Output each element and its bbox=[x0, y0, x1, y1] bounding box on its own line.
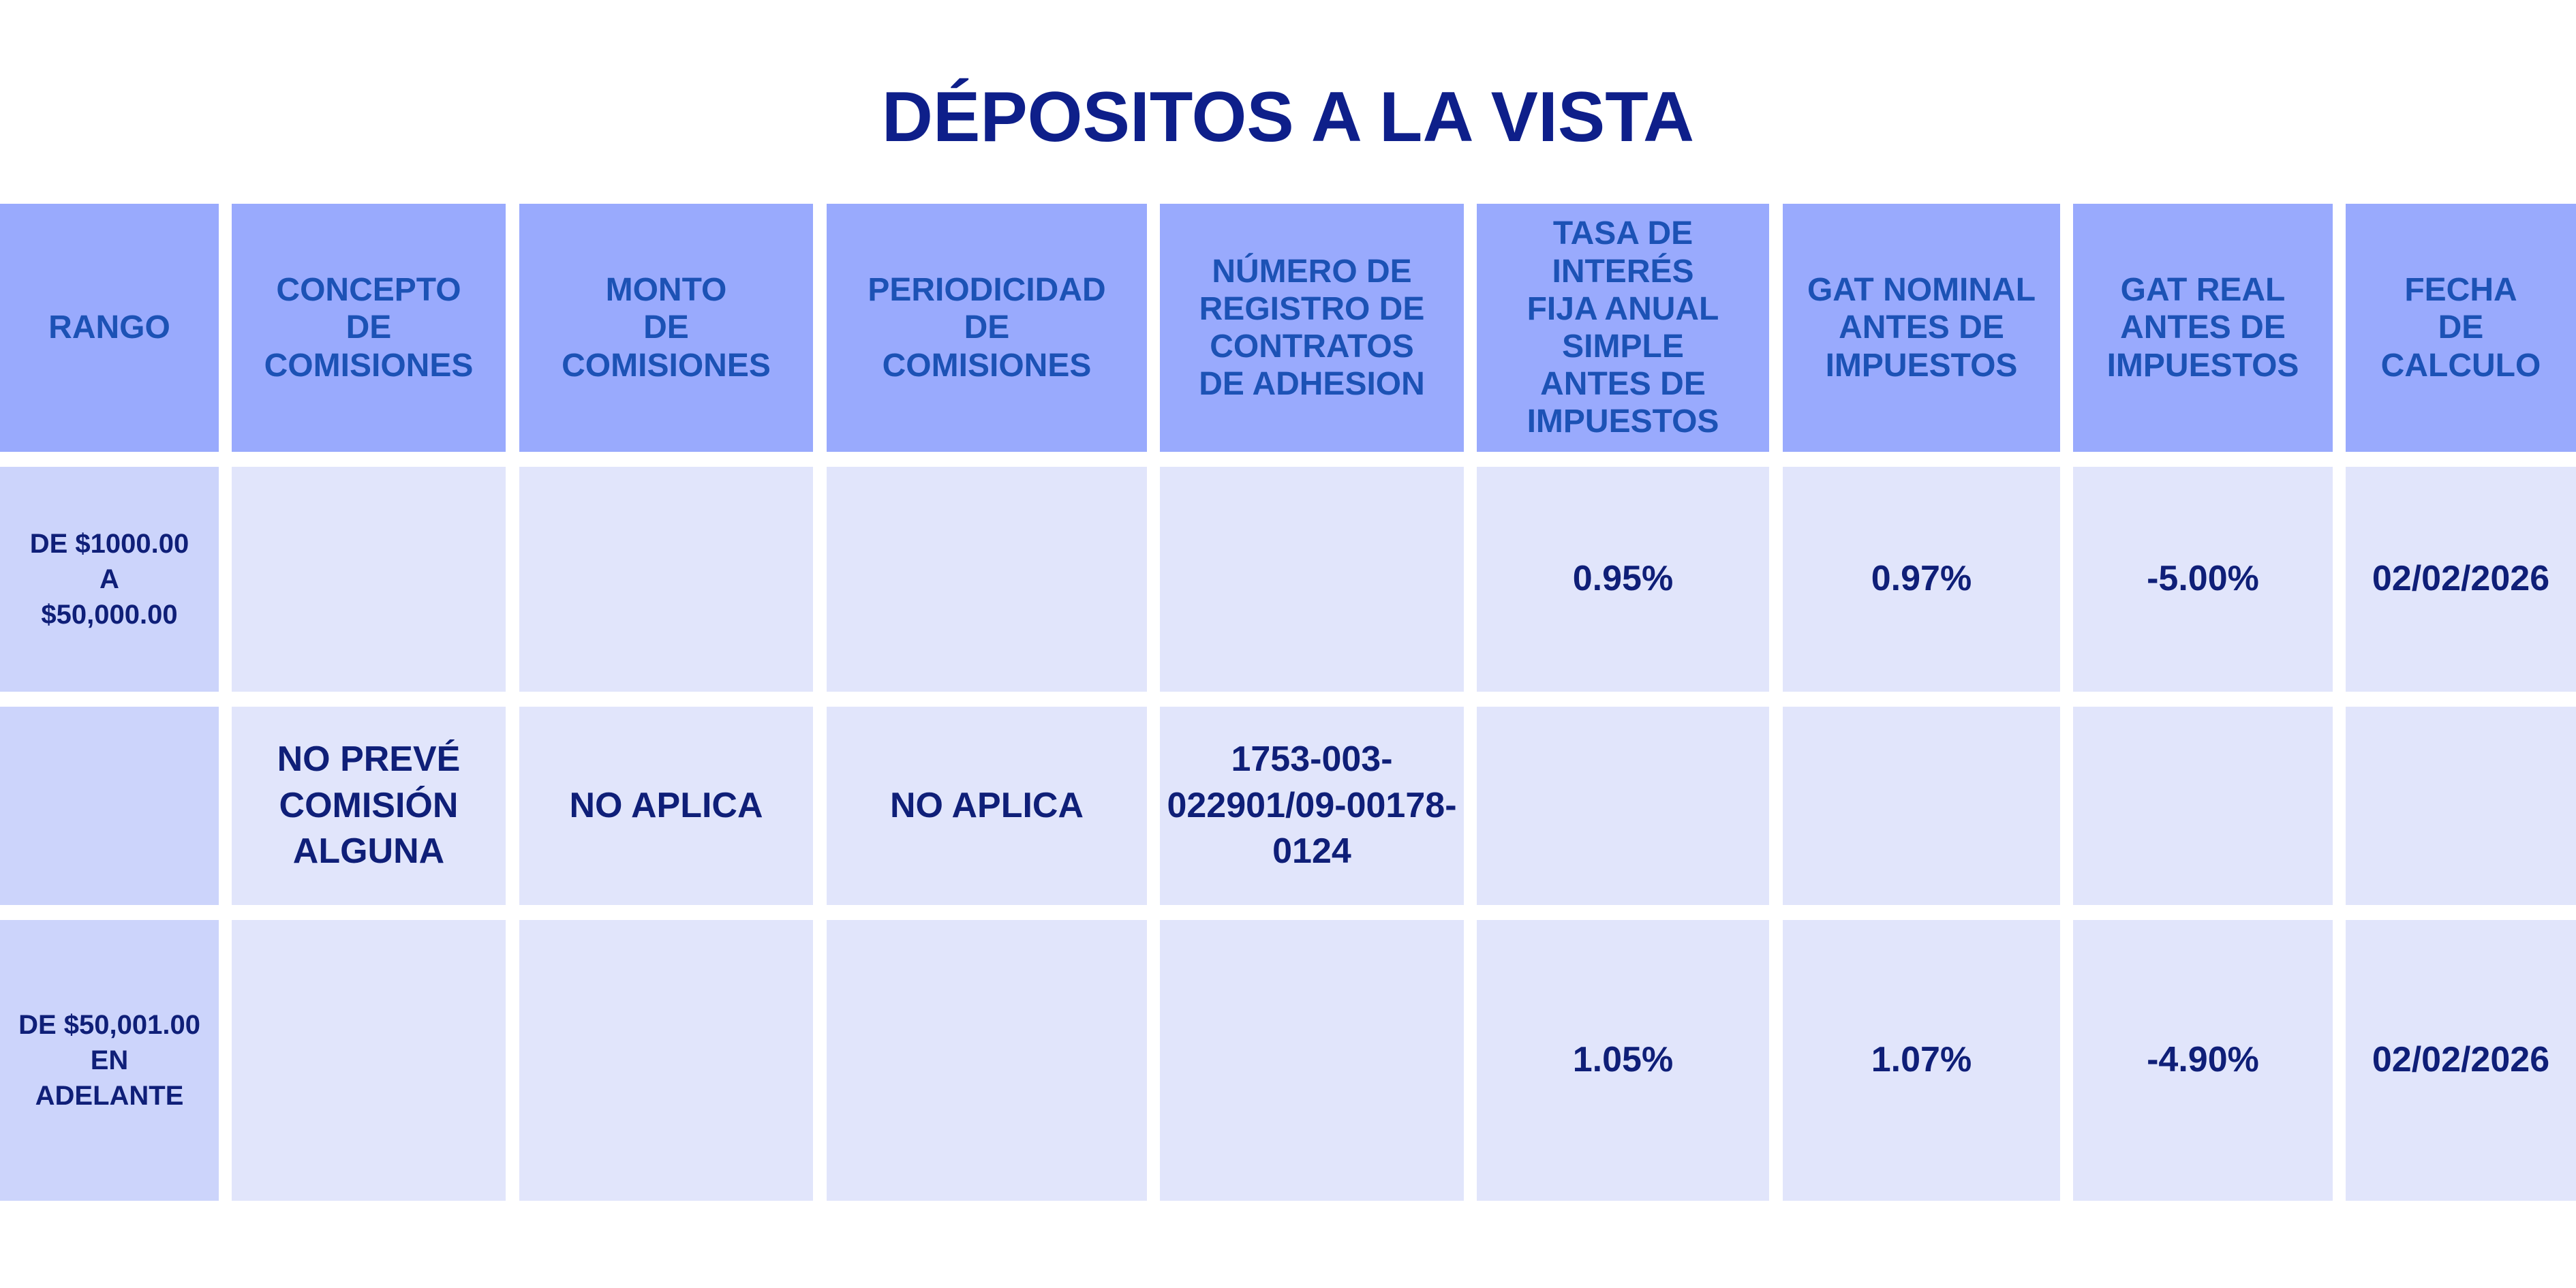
table-cell bbox=[1160, 920, 1464, 1201]
cell-text: NÚMERO DE REGISTRO DE CONTRATOS DE ADHES… bbox=[1199, 253, 1425, 403]
table-cell bbox=[1477, 707, 1769, 905]
header-cell: RANGO bbox=[0, 204, 219, 452]
cell-text: 1.05% bbox=[1572, 1040, 1674, 1080]
table-cell: 1.05% bbox=[1477, 920, 1769, 1201]
table-cell bbox=[232, 467, 506, 692]
table-cell bbox=[1783, 707, 2060, 905]
cell-text: NO PREVÉ COMISIÓN ALGUNA bbox=[277, 739, 461, 872]
cell-text: 02/02/2026 bbox=[2372, 1040, 2550, 1080]
header-cell: GAT NOMINAL ANTES DE IMPUESTOS bbox=[1783, 204, 2060, 452]
table-cell: NO APLICA bbox=[827, 707, 1147, 905]
cell-text: FECHA DE CALCULO bbox=[2380, 272, 2541, 384]
table-cell: 0.95% bbox=[1477, 467, 1769, 692]
page-title: DÉPOSITOS A LA VISTA bbox=[881, 78, 1695, 157]
table-cell: -4.90% bbox=[2073, 920, 2333, 1201]
header-cell: PERIODICIDAD DE COMISIONES bbox=[827, 204, 1147, 452]
table-cell bbox=[232, 920, 506, 1201]
table-cell: DE $50,001.00 EN ADELANTE bbox=[0, 920, 219, 1201]
header-cell: NÚMERO DE REGISTRO DE CONTRATOS DE ADHES… bbox=[1160, 204, 1464, 452]
table-cell bbox=[2346, 707, 2576, 905]
table-cell bbox=[827, 920, 1147, 1201]
cell-text: NO APLICA bbox=[569, 785, 763, 825]
table-cell bbox=[0, 707, 219, 905]
cell-text: PERIODICIDAD DE COMISIONES bbox=[868, 272, 1106, 384]
table-cell: NO APLICA bbox=[519, 707, 813, 905]
table-cell: 0.97% bbox=[1783, 467, 2060, 692]
table-cell: 02/02/2026 bbox=[2346, 920, 2576, 1201]
cell-text: GAT NOMINAL ANTES DE IMPUESTOS bbox=[1807, 272, 2036, 384]
cell-text: 1753-003- 022901/09-00178- 0124 bbox=[1167, 739, 1457, 872]
table-cell: 1753-003- 022901/09-00178- 0124 bbox=[1160, 707, 1464, 905]
cell-text: NO APLICA bbox=[889, 785, 1084, 825]
cell-text: DE $50,001.00 EN ADELANTE bbox=[18, 1010, 200, 1111]
cell-text: TASA DE INTERÉS FIJA ANUAL SIMPLE ANTES … bbox=[1527, 215, 1719, 440]
cell-text: DE $1000.00 A $50,000.00 bbox=[29, 529, 189, 630]
table-cell: 02/02/2026 bbox=[2346, 467, 2576, 692]
header-cell: MONTO DE COMISIONES bbox=[519, 204, 813, 452]
table-cell: DE $1000.00 A $50,000.00 bbox=[0, 467, 219, 692]
table-cell bbox=[827, 467, 1147, 692]
table-cell bbox=[2073, 707, 2333, 905]
cell-text: 0.97% bbox=[1871, 559, 1972, 599]
header-cell: CONCEPTO DE COMISIONES bbox=[232, 204, 506, 452]
cell-text: CONCEPTO DE COMISIONES bbox=[264, 272, 474, 384]
table-cell bbox=[519, 920, 813, 1201]
header-cell: GAT REAL ANTES DE IMPUESTOS bbox=[2073, 204, 2333, 452]
table-cell: NO PREVÉ COMISIÓN ALGUNA bbox=[232, 707, 506, 905]
cell-text: 02/02/2026 bbox=[2372, 559, 2550, 599]
cell-text: GAT REAL ANTES DE IMPUESTOS bbox=[2106, 272, 2299, 384]
table-cell: 1.07% bbox=[1783, 920, 2060, 1201]
cell-text: -4.90% bbox=[2147, 1040, 2259, 1080]
table-cell: -5.00% bbox=[2073, 467, 2333, 692]
header-cell: FECHA DE CALCULO bbox=[2346, 204, 2576, 452]
table-cell bbox=[519, 467, 813, 692]
header-cell: TASA DE INTERÉS FIJA ANUAL SIMPLE ANTES … bbox=[1477, 204, 1769, 452]
cell-text: 1.07% bbox=[1871, 1040, 1972, 1080]
table-cell bbox=[1160, 467, 1464, 692]
cell-text: -5.00% bbox=[2147, 559, 2259, 599]
cell-text: RANGO bbox=[48, 309, 170, 346]
cell-text: 0.95% bbox=[1572, 559, 1674, 599]
cell-text: MONTO DE COMISIONES bbox=[562, 272, 771, 384]
